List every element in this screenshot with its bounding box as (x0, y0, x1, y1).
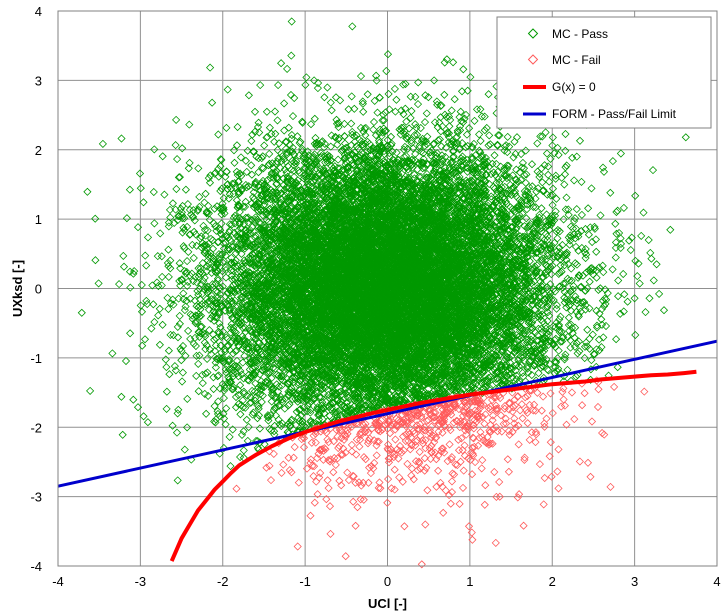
mc-pass-point (277, 381, 286, 390)
mc-pass-point (280, 185, 289, 194)
mc-pass-point (298, 117, 307, 126)
mc-pass-point (580, 298, 589, 307)
mc-pass-point (118, 430, 127, 439)
mc-pass-point (623, 297, 632, 306)
mc-pass-point (125, 267, 135, 276)
mc-pass-point (561, 146, 570, 155)
mc-pass-point (518, 158, 527, 167)
mc-pass-point (520, 187, 529, 196)
mc-pass-point (444, 132, 453, 142)
mc-pass-point (612, 335, 621, 344)
mc-pass-point (442, 143, 451, 152)
mc-pass-point (298, 144, 307, 153)
mc-pass-point (203, 262, 212, 271)
mc-pass-point (567, 264, 576, 273)
mc-pass-point (613, 363, 622, 372)
mc-pass-point (585, 277, 594, 286)
mc-pass-point (181, 351, 190, 360)
mc-pass-point (216, 290, 225, 299)
mc-pass-point (572, 260, 582, 269)
mc-pass-point (288, 112, 298, 121)
mc-pass-point (528, 300, 537, 309)
mc-pass-point (333, 140, 342, 149)
mc-pass-point (410, 170, 419, 179)
mc-pass-point (214, 250, 224, 259)
mc-pass-point (568, 329, 577, 338)
mc-pass-point (238, 403, 248, 412)
mc-pass-point (251, 379, 260, 388)
mc-pass-point (306, 120, 316, 129)
mc-pass-point (191, 317, 200, 326)
mc-pass-point (291, 421, 300, 430)
mc-pass-point (399, 110, 408, 119)
mc-pass-point (176, 344, 185, 353)
mc-pass-point (402, 117, 411, 126)
mc-pass-point (176, 281, 185, 290)
mc-pass-point (534, 369, 543, 378)
mc-pass-point (571, 372, 581, 381)
mc-pass-point (247, 161, 256, 170)
mc-pass-point (290, 93, 299, 103)
mc-pass-point (517, 361, 526, 370)
mc-pass-point (197, 280, 206, 289)
mc-pass-point (647, 254, 656, 263)
mc-pass-point (258, 176, 268, 185)
mc-pass-point (373, 108, 382, 117)
mc-pass-point (594, 285, 603, 294)
mc-pass-points (77, 17, 690, 485)
mc-pass-point (249, 408, 258, 417)
mc-pass-point (542, 149, 552, 158)
mc-pass-point (352, 131, 361, 140)
mc-pass-point (565, 240, 574, 249)
mc-pass-point (252, 436, 261, 446)
mc-pass-point (534, 184, 543, 193)
mc-pass-point (631, 191, 640, 200)
mc-pass-point (155, 304, 164, 313)
mc-pass-point (298, 395, 307, 405)
mc-pass-point (136, 301, 145, 310)
mc-pass-point (282, 183, 291, 192)
mc-pass-point (195, 192, 204, 201)
mc-pass-point (340, 139, 350, 148)
mc-pass-point (215, 319, 224, 328)
mc-pass-point (472, 105, 482, 114)
mc-pass-point (321, 175, 330, 184)
mc-pass-point (274, 382, 283, 391)
mc-pass-point (185, 205, 194, 214)
mc-pass-point (531, 203, 540, 212)
mc-pass-point (240, 351, 249, 361)
mc-pass-point (139, 412, 148, 421)
mc-pass-point (545, 177, 554, 186)
mc-pass-point (503, 132, 512, 141)
mc-pass-point (195, 351, 204, 360)
mc-pass-point (163, 293, 172, 302)
mc-pass-point (630, 294, 639, 303)
mc-pass-point (390, 84, 399, 93)
mc-pass-point (211, 358, 220, 367)
mc-pass-point (231, 392, 241, 402)
mc-pass-point (620, 290, 629, 299)
